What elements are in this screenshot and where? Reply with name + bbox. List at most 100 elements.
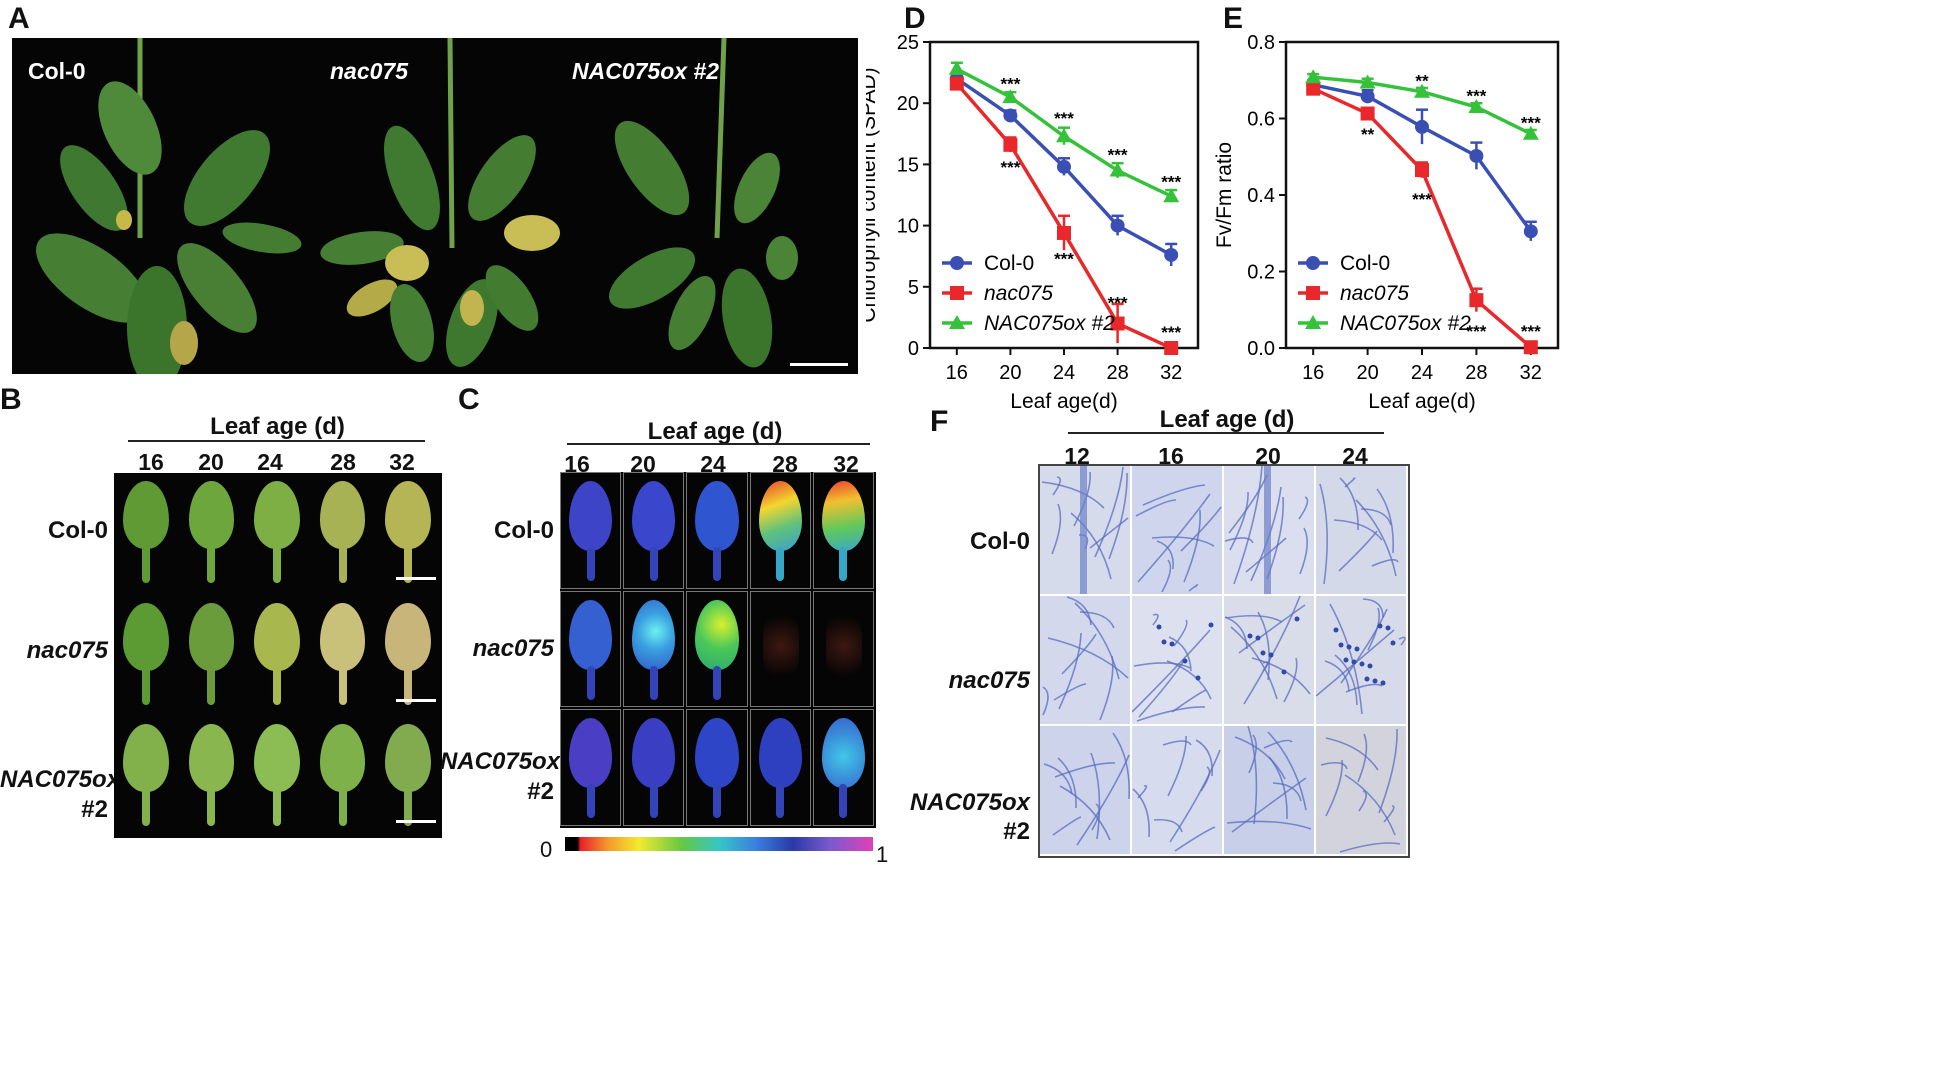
x-tick-label: 32 [1160,362,1182,384]
c-row-nac075ox: NAC075ox [440,748,561,775]
leaf-blade [319,481,366,549]
significance-label: *** [1000,158,1020,177]
nac075-rosette [320,38,560,367]
data-point [1164,247,1179,262]
c-row-col0: Col-0 [494,517,554,544]
chart-e-fvfm: 0.0 0.2 0.4 0.6 0.8 16 20 24 28 32 Leaf age(d) Fv/F… [1213,32,1560,413]
trypan-stained-leaf-tile [1224,726,1314,854]
y-tick-label: 0 [908,338,919,360]
series-line [1312,83,1533,233]
leaf-petiole [141,666,150,705]
fluorescence-leaf-petiole [712,784,721,819]
trypan-stained-leaf-tile [1316,466,1406,594]
trypan-stained-leaf-tile [1040,596,1130,724]
data-point [1414,83,1430,98]
c-header-rule [567,443,870,445]
data-point [1057,159,1071,174]
leaf-vein-network [1135,484,1222,593]
leaf-petiole [141,788,150,827]
data-point [1360,89,1375,104]
trypan-stained-leaf-tile [1224,466,1314,594]
data-point [1359,74,1376,89]
trypan-stained-leaf-tile [1040,726,1130,854]
leaf-vein-network [1132,613,1214,722]
x-tick-label: 24 [1411,362,1433,384]
significance-label: *** [1521,322,1541,341]
leaf-vein-network [1042,596,1129,721]
fluorescence-leaf-blade [569,718,613,789]
b-age-28: 28 [330,449,356,475]
fluorescence-leaf-petiole [649,784,658,819]
significance-label: *** [1161,173,1181,192]
fluorescence-leaf-blade [821,481,865,551]
data-point [1003,137,1018,152]
data-point [1109,162,1126,177]
significance-label: *** [1466,322,1486,341]
panel-letter-c: C [458,383,480,416]
fluorescence-leaf-blade [758,481,802,551]
trypan-stained-leaf-tile [1132,726,1222,854]
data-point [1056,128,1072,143]
leaf-photo-cell [179,716,244,836]
leaf-blade [385,481,431,549]
fluorescence-leaf-blade [821,718,865,789]
significance-label: *** [1466,87,1486,106]
leaf-blade [254,481,300,549]
leaf-blade [188,481,235,549]
data-point [1523,340,1538,355]
leaf-petiole [207,666,216,705]
leaf-blade [254,724,300,793]
leaf-photo-cell [245,594,309,715]
legend-label: Col-0 [1340,252,1390,275]
leaf-blade [319,724,366,793]
fluorescence-leaf-blade [632,718,676,789]
leaf-petiole [141,545,150,583]
fluorescence-leaf-cell [749,709,811,826]
data-point [1415,163,1429,178]
legend-label: NAC075ox #2 [1340,312,1471,335]
f-header-rule [1068,432,1384,434]
fluorescence-leaf-cell [812,590,874,708]
b-leaf-grid [114,473,442,838]
leaf-photo-cell [245,716,309,836]
fluorescence-leaf-petiole [776,547,785,581]
c-scale-max: 1 [876,842,889,867]
legend-marker [1305,315,1321,329]
label-a-nac075ox: NAC075ox #2 [572,58,720,84]
scale-bar [396,698,436,702]
legend-label: Col-0 [984,252,1034,275]
leaf-photo-cell [245,473,309,593]
data-point [1163,188,1180,203]
data-point [1523,224,1538,239]
y-tick-label: 0.6 [1247,109,1275,131]
significance-label: ** [1415,71,1429,90]
data-point [1469,293,1484,308]
fluorescence-leaf-blade [695,481,739,551]
scale-bar [396,577,436,580]
x-tick-label: 24 [1053,362,1075,384]
leaf-photo-cell [310,594,375,715]
panel-letter-b: B [0,383,22,416]
label-a-nac075: nac075 [330,58,409,84]
significance-label: *** [1000,75,1020,94]
c-color-scale-bar [565,837,873,851]
fluorescence-leaf-cell [686,709,748,826]
legend-marker [950,256,964,270]
c-row-nac075ox-line: #2 [527,778,554,805]
y-tick-label: 15 [897,154,919,176]
leaf-petiole [272,788,281,827]
leaf-photo-cell [114,473,178,593]
fluorescence-leaf-blade [632,481,676,551]
legend-label: nac075 [984,282,1053,305]
data-point [948,60,965,75]
leaf-petiole [272,666,281,705]
fluorescence-leaf-cell [560,590,622,708]
b-age-24: 24 [257,449,283,475]
trypan-stained-leaf-tile [1224,596,1314,724]
trypan-stained-leaf-tile [1040,466,1130,594]
data-point [1360,106,1375,121]
fluorescence-leaf-petiole [586,665,595,700]
leaf-blade [188,602,235,671]
data-point [1057,225,1071,240]
fluorescence-leaf-cell [749,590,811,708]
